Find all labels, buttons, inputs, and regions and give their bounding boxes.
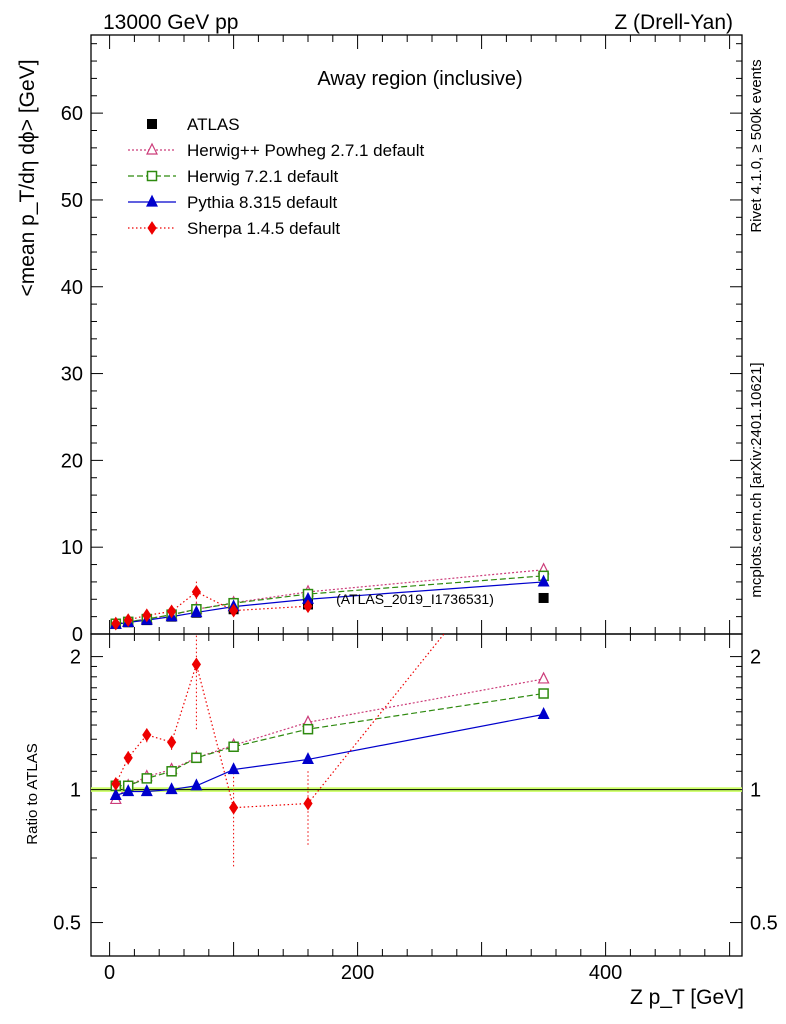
x-tick-label: 400	[589, 962, 622, 984]
legend-herwig7-marker	[146, 170, 158, 182]
sherpa-main-point	[142, 608, 152, 623]
ratio-plot-frame	[90, 633, 743, 957]
x-tick-label: 200	[341, 962, 374, 984]
sherpa-main-point	[191, 584, 202, 599]
y-tick-label: 20	[61, 450, 83, 472]
pythia-ratio-point	[165, 782, 178, 795]
legend-pythia-label: Pythia 8.315 default	[187, 193, 338, 212]
legend-sherpa-label: Sherpa 1.4.5 default	[187, 219, 340, 238]
ratio-tick-label: 2	[70, 647, 81, 669]
herwig7-ratio-point	[302, 723, 314, 735]
pythia-ratio-point	[140, 784, 153, 797]
herwig7-ratio-point	[228, 741, 239, 753]
legend-atlas-marker	[147, 119, 157, 129]
pythia-ratio-line	[115, 713, 544, 796]
herwig7-ratio-point	[538, 688, 549, 699]
plot-title: Away region (inclusive)	[317, 68, 522, 90]
sherpa-ratio-point	[142, 727, 152, 742]
ratio-tick-label: 1	[70, 780, 81, 802]
sherpa-main-point	[166, 604, 177, 619]
ratio-lines	[115, 634, 544, 867]
pythia-main-point	[190, 605, 203, 618]
sherpa-main-point	[303, 599, 313, 614]
sherpa-ratio-point	[191, 657, 202, 672]
herwig7-ratio-point	[141, 773, 153, 784]
herwig7-main-line	[115, 575, 544, 625]
sherpa-ratio-point	[303, 796, 313, 811]
pythia-ratio-point	[302, 752, 314, 765]
pythia-ratio-point	[537, 707, 550, 719]
mcplots-source-label: mcplots.cern.ch [arXiv:2401.10621]	[748, 362, 765, 597]
sherpa-ratio-point	[228, 800, 239, 815]
pythia-main-point	[537, 574, 550, 587]
y-tick-label: 60	[61, 103, 83, 125]
herwigpp-ratio-point	[537, 671, 550, 684]
pythia-ratio-point	[227, 762, 240, 775]
herwig7-ratio-point	[166, 766, 177, 777]
legend-sherpa-marker	[147, 221, 157, 235]
header-process-label: Z (Drell-Yan)	[614, 11, 733, 34]
sherpa-main-point	[123, 613, 133, 628]
analysis-label: (ATLAS_2019_I1736531)	[336, 591, 494, 607]
header-collision-label: 13000 GeV pp	[103, 11, 238, 34]
legend-pythia-marker	[146, 194, 158, 207]
sherpa-ratio-point	[123, 750, 133, 765]
sherpa-ratio-line	[115, 634, 445, 809]
y-tick-label: 10	[61, 537, 83, 559]
pythia-ratio-point	[122, 784, 135, 797]
ratio-tick-label: 0.5	[53, 913, 81, 935]
legend-herwig7-label: Herwig 7.2.1 default	[187, 167, 338, 186]
ratio-axis-title: Ratio to ATLAS	[24, 743, 41, 844]
y-tick-label: 30	[61, 364, 83, 386]
pythia-ratio-point	[109, 788, 122, 801]
sherpa-main-point	[111, 616, 121, 631]
sherpa-main-point	[228, 603, 239, 618]
legend-atlas-label: ATLAS	[187, 115, 240, 134]
atlas-data-point	[538, 592, 549, 603]
y-tick-label: 0	[72, 624, 83, 646]
sherpa-ratio-point	[166, 735, 177, 750]
ratio-tick-label-right: 1	[750, 780, 761, 802]
ratio-tick-label-right: 2	[750, 647, 761, 669]
rivet-version-label: Rivet 4.1.0, ≥ 500k events	[748, 59, 765, 232]
y-axis-title: <mean p_T/dη dϕ> [GeV]	[16, 59, 39, 296]
y-tick-label: 50	[61, 190, 83, 212]
x-tick-label: 0	[104, 962, 115, 984]
herwig7-ratio-line	[115, 692, 544, 787]
sherpa-ratio-point	[111, 777, 121, 791]
herwigpp-ratio-line	[115, 678, 544, 800]
pythia-ratio-point	[190, 778, 203, 791]
legend-herwigpp-marker	[146, 142, 158, 155]
x-axis-title: Z p_T [GeV]	[630, 986, 744, 1009]
ratio-tick-label-right: 0.5	[750, 913, 778, 935]
legend-herwigpp-label: Herwig++ Powheg 2.7.1 default	[187, 141, 424, 160]
y-tick-label: 40	[61, 277, 83, 299]
herwig7-ratio-point	[191, 752, 202, 764]
herwigpp-main-line	[115, 569, 544, 626]
